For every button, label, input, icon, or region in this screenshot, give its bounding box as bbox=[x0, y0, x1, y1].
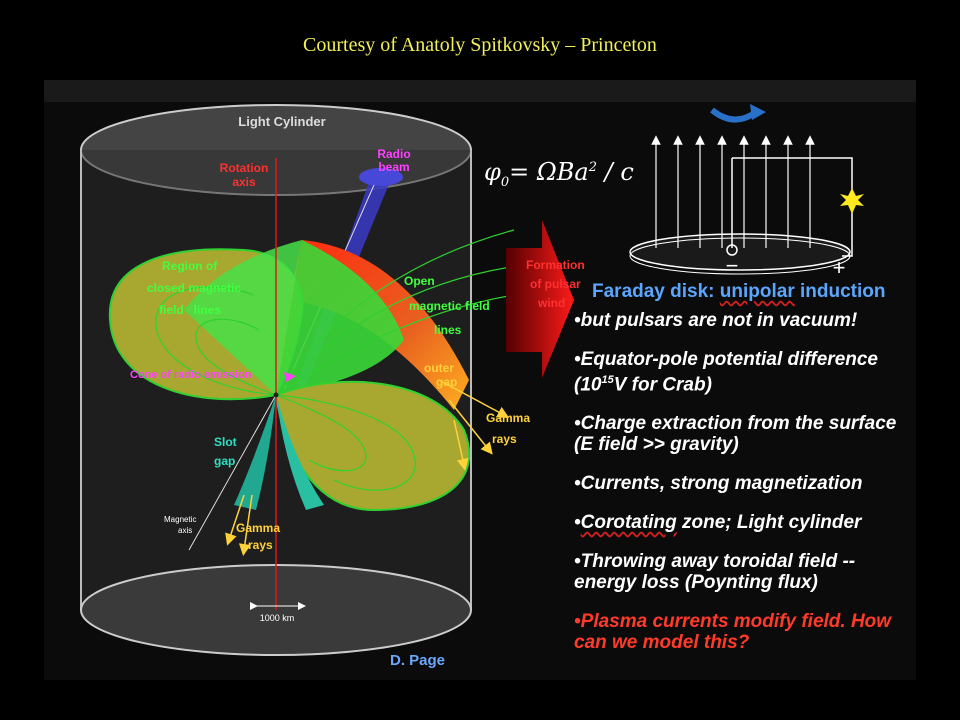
image-credit: D. Page bbox=[390, 652, 446, 669]
bullet-text: V for Crab) bbox=[613, 374, 712, 396]
open-lines-label-2: magnetic field bbox=[409, 299, 490, 313]
closed-lines-label-1: Region of bbox=[162, 259, 218, 273]
bullet-item: •but pulsars are not in vacuum! bbox=[574, 310, 858, 331]
image-panel: Light Cylinder bbox=[44, 80, 916, 680]
pulsar-dot bbox=[273, 392, 279, 398]
bullet-list: •but pulsars are not in vacuum! •Equator… bbox=[574, 310, 914, 671]
bullet-text: Corotating bbox=[580, 512, 677, 534]
formula-phi: φ bbox=[484, 158, 501, 186]
formula-tail: / c bbox=[596, 158, 634, 186]
formula-subscript: 0 bbox=[500, 174, 510, 190]
closed-lines-label-3: field lines bbox=[159, 303, 221, 317]
slot-gap-cone-right bbox=[276, 395, 324, 510]
rotation-axis-label-2: axis bbox=[232, 175, 256, 189]
bullet-item: •Plasma currents modify field. How can w… bbox=[574, 611, 892, 654]
slot-gap-cone bbox=[234, 395, 276, 510]
bullet-item: •Corotating zone; Light cylinder bbox=[574, 512, 914, 533]
bullet-item: •Throwing away toroidal field -- energy … bbox=[574, 551, 856, 594]
gamma-rays-right-label-1: Gamma bbox=[486, 411, 530, 425]
pulsar-wind-label-1: Formation bbox=[526, 258, 585, 272]
closed-field-region-lower bbox=[274, 380, 470, 512]
bullet-text: •Equator-pole potential difference (10 bbox=[574, 349, 878, 396]
gamma-rays-left-label-2: rays bbox=[248, 538, 273, 552]
bullet-item: •Currents, strong magnetization bbox=[574, 473, 863, 495]
cone-radio-label: Cone of radio emission bbox=[130, 369, 252, 381]
formula-rhs: = ΩBa bbox=[509, 158, 589, 186]
faraday-disk-apparatus bbox=[629, 104, 864, 275]
gamma-ray-arrows bbox=[225, 379, 510, 556]
outer-gap-label-1: outer bbox=[424, 361, 454, 375]
magnetic-axis-line bbox=[188, 394, 277, 551]
pulsar-diagram: Light Cylinder bbox=[80, 104, 864, 656]
faraday-heading-part2: unipolar bbox=[719, 281, 795, 302]
courtesy-title: Courtesy of Anatoly Spitkovsky – Princet… bbox=[303, 34, 657, 56]
open-field-sheet bbox=[276, 240, 404, 395]
field-line-loops bbox=[155, 286, 416, 491]
open-field-sheet-left bbox=[184, 240, 302, 395]
magnetic-axis-label-2: axis bbox=[178, 526, 192, 535]
bullet-item: •Charge extraction from the surface (E f… bbox=[574, 413, 897, 456]
disk-plus-label: + bbox=[833, 255, 846, 280]
open-lines-label-3: lines bbox=[434, 323, 462, 337]
pulsar-wind-label-2: of pulsar bbox=[530, 277, 581, 291]
scale-label: 1000 km bbox=[260, 613, 295, 623]
gamma-rays-right-label-2: rays bbox=[492, 432, 517, 446]
flux-formula: φ0= ΩBa2 / c bbox=[484, 158, 634, 190]
bullet-exponent: 15 bbox=[601, 374, 614, 386]
bullet-text: • bbox=[574, 512, 581, 534]
gamma-rays-left-label-1: Gamma bbox=[236, 521, 280, 535]
panel-top-bar bbox=[44, 80, 916, 102]
bullet-text: zone; Light cylinder bbox=[676, 512, 862, 534]
disk-minus-label: − bbox=[726, 253, 739, 278]
faraday-heading: Faraday disk: unipolar induction bbox=[592, 281, 886, 303]
faraday-heading-part3: induction bbox=[794, 281, 886, 302]
radio-beam-cap bbox=[359, 168, 403, 186]
closed-lines-label-2: closed magnetic bbox=[147, 281, 241, 295]
light-cylinder-label: Light Cylinder bbox=[238, 114, 325, 129]
pulsar-wind-arrow bbox=[506, 220, 574, 378]
magnetic-axis-label-1: Magnetic bbox=[164, 515, 196, 524]
faraday-heading-part1: Faraday disk: bbox=[592, 281, 720, 302]
cone-pointer bbox=[284, 372, 296, 382]
pulsar-wind-label-3: wind bbox=[537, 296, 565, 310]
open-field-lines bbox=[275, 229, 525, 396]
rotation-axis-label-1: Rotation bbox=[220, 161, 269, 175]
formula-exponent: 2 bbox=[588, 160, 597, 175]
slot-gap-label-1: Slot bbox=[214, 435, 237, 449]
bullet-item: •Equator-pole potential difference (1015… bbox=[574, 349, 914, 395]
radio-beam-label-2: beam bbox=[378, 160, 409, 174]
open-lines-label-1: Open bbox=[404, 274, 435, 288]
outer-gap-label-2: gap bbox=[436, 375, 457, 389]
slot-gap-label-2: gap bbox=[214, 454, 235, 468]
radio-beam-label-1: Radio bbox=[377, 147, 410, 161]
